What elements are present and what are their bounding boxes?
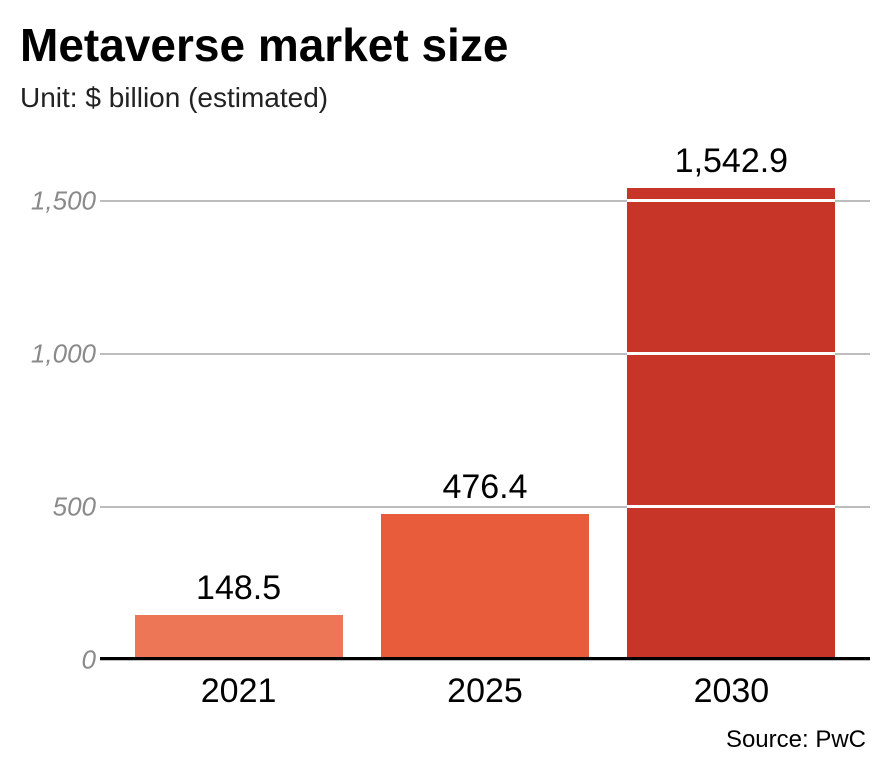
chart-plot-area: 148.5 476.4 1,542.9	[100, 170, 870, 660]
chart-source: Source: PwC	[726, 726, 866, 754]
bar: 148.5	[135, 615, 343, 660]
bar-segment-line	[627, 199, 835, 202]
bar-segment-line	[627, 505, 835, 508]
bar: 476.4	[381, 514, 589, 660]
x-tick-label: 2021	[201, 672, 277, 711]
bar: 1,542.9	[627, 188, 835, 661]
chart-title: Metaverse market size	[20, 18, 508, 72]
y-tick-label: 1,500	[16, 185, 96, 216]
bar-value-label: 1,542.9	[627, 142, 835, 181]
y-tick-label: 0	[16, 645, 96, 676]
chart-subtitle: Unit: $ billion (estimated)	[20, 82, 328, 114]
bar-value-label: 476.4	[381, 468, 589, 507]
bar-segment-line	[627, 352, 835, 355]
y-tick-label: 1,000	[16, 338, 96, 369]
bar-value-label: 148.5	[135, 569, 343, 608]
x-axis	[100, 657, 870, 660]
x-tick-label: 2025	[447, 672, 523, 711]
x-tick-label: 2030	[694, 672, 770, 711]
y-tick-label: 500	[16, 491, 96, 522]
